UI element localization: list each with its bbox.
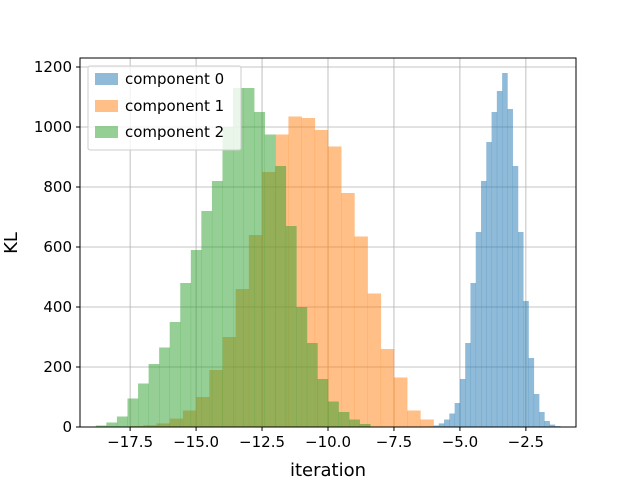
histogram-bar xyxy=(233,88,244,427)
histogram-bar xyxy=(296,307,308,427)
histogram-bar xyxy=(317,379,329,427)
x-tick-label: −5.0 xyxy=(442,433,478,451)
histogram-bar xyxy=(444,419,450,427)
histogram-bar xyxy=(433,425,440,427)
histogram-bar xyxy=(328,401,339,427)
histogram-bar xyxy=(116,416,128,427)
histogram-bar xyxy=(159,347,171,427)
histogram-bar xyxy=(539,412,545,427)
histogram-bar xyxy=(211,181,223,427)
histogram-bar xyxy=(523,301,529,427)
histogram-bar xyxy=(314,130,329,427)
legend-label-component-2: component 2 xyxy=(125,123,224,141)
histogram-bar xyxy=(306,343,318,427)
histogram-bar xyxy=(328,146,342,427)
histogram-bar xyxy=(486,142,492,427)
histogram-bar xyxy=(491,112,498,427)
histogram-bar xyxy=(254,112,265,427)
histogram-bar xyxy=(180,283,192,427)
histogram-bar xyxy=(549,424,556,427)
histogram-bar xyxy=(449,413,455,427)
histogram-bar xyxy=(354,236,368,427)
x-tick-label: −10.0 xyxy=(305,433,351,451)
x-tick-label: −15.0 xyxy=(173,433,219,451)
legend: component 0 component 1 component 2 xyxy=(87,65,242,151)
histogram-bar xyxy=(380,349,395,427)
histogram-bar xyxy=(459,379,466,427)
histogram-bar xyxy=(465,343,471,427)
legend-swatch-component-0 xyxy=(95,73,118,85)
histogram-bar xyxy=(496,91,503,427)
histogram-bar xyxy=(420,419,434,427)
histogram-bar xyxy=(190,250,202,427)
histogram-bar xyxy=(201,211,213,427)
histogram-bar xyxy=(106,422,118,427)
histogram-bar xyxy=(169,322,181,427)
histogram-bar xyxy=(138,383,149,427)
histogram-bar xyxy=(359,424,371,427)
legend-label-component-1: component 1 xyxy=(125,97,224,115)
histogram-bar xyxy=(349,419,360,427)
histogram-bar xyxy=(222,127,234,427)
histogram-bar xyxy=(438,423,445,427)
bars-layer xyxy=(95,73,561,427)
x-tick-label: −7.5 xyxy=(376,433,412,451)
y-tick-label: 1000 xyxy=(34,118,72,136)
histogram-bar xyxy=(544,421,550,427)
histogram-bar xyxy=(533,394,540,427)
histogram-bar xyxy=(454,403,461,427)
y-tick-label: 800 xyxy=(43,178,72,196)
histogram-bar xyxy=(367,293,382,427)
x-tick-label: −12.5 xyxy=(239,433,285,451)
x-tick-label: −17.5 xyxy=(107,433,153,451)
histogram-bar xyxy=(285,226,297,427)
histogram-bar xyxy=(512,166,519,427)
y-tick-label: 0 xyxy=(62,418,72,436)
histogram-bar xyxy=(528,358,535,427)
histogram-bar xyxy=(481,181,487,427)
histogram-bar xyxy=(517,232,524,427)
histogram-bar xyxy=(470,283,477,427)
legend-swatch-component-2 xyxy=(95,126,118,138)
x-tick-label: −2.5 xyxy=(508,433,544,451)
histogram-bar xyxy=(502,73,508,427)
histogram-bar xyxy=(475,232,482,427)
histogram-bar xyxy=(341,193,355,427)
histogram-bar xyxy=(275,166,287,427)
series-2-bars xyxy=(95,88,371,427)
histogram-bar xyxy=(243,88,255,427)
histogram-bar xyxy=(127,398,139,427)
histogram-bar xyxy=(264,134,276,427)
y-tick-label: 600 xyxy=(43,238,72,256)
axes-layer: −17.5 −15.0 −12.5 −10.0 −7.5 −5.0 −2.5 0 200 400 6… xyxy=(34,57,577,451)
histogram-bar xyxy=(507,109,513,427)
y-tick-label: 400 xyxy=(43,298,72,316)
legend-label-component-0: component 0 xyxy=(125,70,224,88)
y-axis-title: KL xyxy=(1,232,22,254)
histogram-bar xyxy=(338,412,350,427)
legend-swatch-component-1 xyxy=(95,100,118,112)
y-tick-label: 1200 xyxy=(34,58,72,76)
legend-frame xyxy=(87,65,242,151)
histogram-bar xyxy=(148,364,160,427)
histogram-bar xyxy=(407,410,421,427)
y-tick-label: 200 xyxy=(43,358,72,376)
series-0-bars xyxy=(428,73,561,427)
histogram-bar xyxy=(95,425,107,427)
x-axis-title: iteration xyxy=(290,460,366,480)
histogram-bar xyxy=(393,377,408,427)
